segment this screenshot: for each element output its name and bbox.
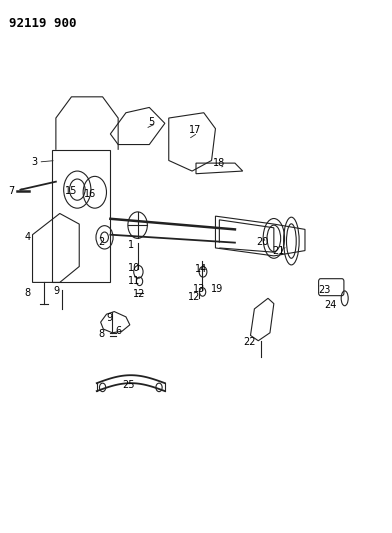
Text: 18: 18 [213,158,225,168]
Text: 2: 2 [98,237,105,247]
Text: 25: 25 [122,379,134,390]
Text: 10: 10 [128,263,140,272]
Text: 16: 16 [84,189,96,199]
Text: 6: 6 [116,326,122,336]
Text: 9: 9 [107,313,113,323]
Text: 21: 21 [272,246,285,256]
Text: 17: 17 [189,125,201,135]
Text: 24: 24 [324,300,336,310]
Text: 12: 12 [188,292,200,302]
Text: 92119 900: 92119 900 [9,17,77,30]
Text: 23: 23 [318,285,330,295]
Text: 20: 20 [256,237,269,247]
Text: 8: 8 [99,329,105,340]
Text: 13: 13 [192,284,205,294]
Text: 3: 3 [31,157,38,166]
Text: 5: 5 [148,117,154,127]
Text: 15: 15 [64,186,77,196]
Text: 1: 1 [127,240,134,251]
Text: 4: 4 [24,232,31,243]
Text: 12: 12 [133,289,146,299]
Text: 11: 11 [128,276,140,286]
Text: 19: 19 [211,284,223,294]
Text: 14: 14 [195,264,208,274]
Text: 9: 9 [54,286,60,296]
Text: 8: 8 [25,288,31,298]
Text: 22: 22 [243,337,256,348]
Text: 7: 7 [8,186,14,196]
